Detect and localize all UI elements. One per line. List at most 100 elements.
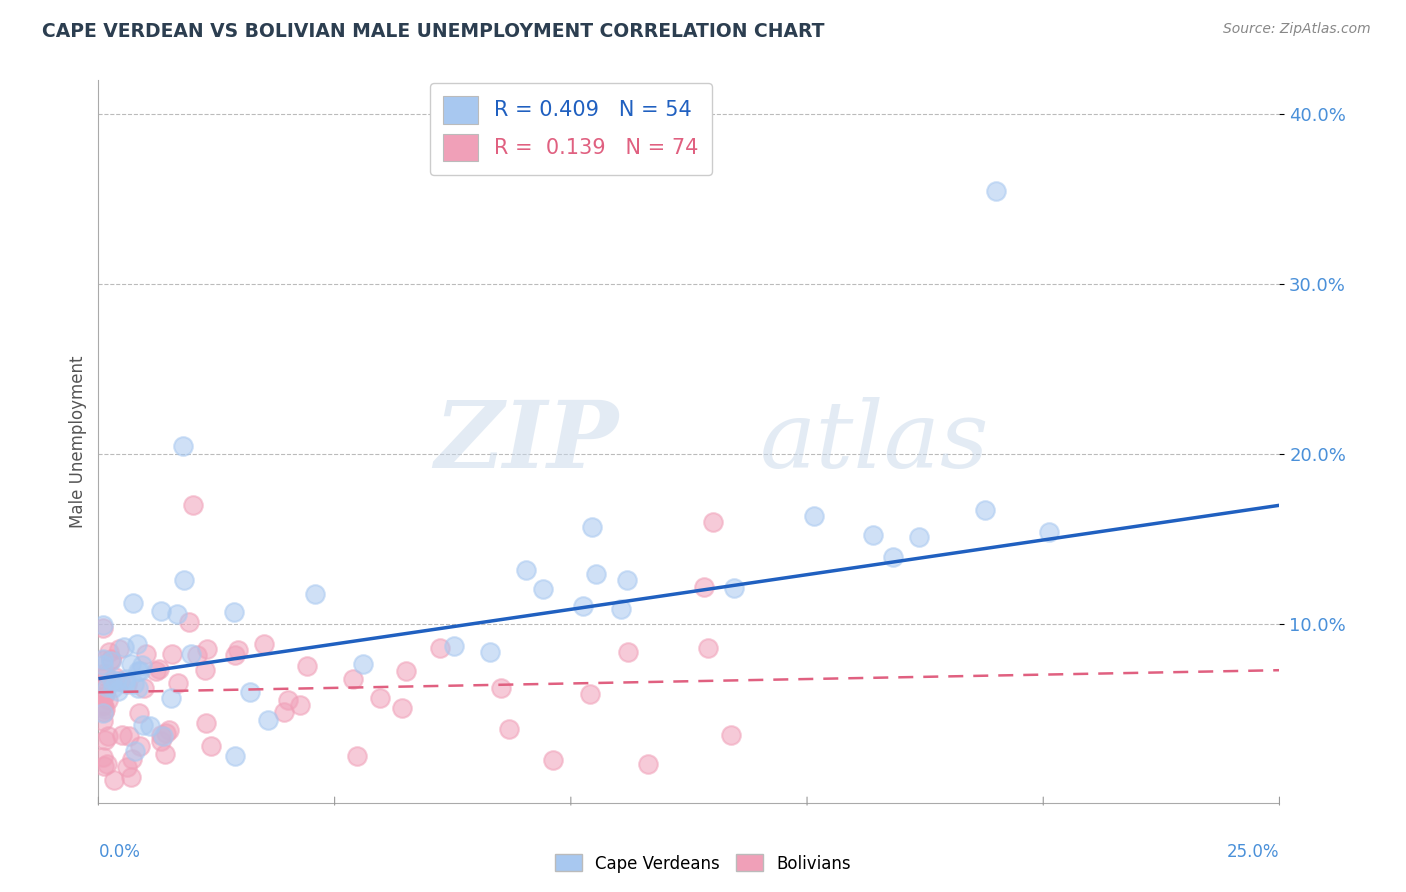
Point [368, 690, 391, 705]
Point [160, 690, 183, 705]
Point [91, 750, 114, 764]
Point [585, 566, 607, 581]
Text: 0.0%: 0.0% [98, 843, 141, 861]
Point [129, 664, 152, 678]
Point [115, 677, 138, 691]
Point [94, 669, 117, 683]
Point [120, 770, 142, 784]
Point [295, 659, 318, 673]
Point [108, 642, 131, 657]
Point [186, 648, 208, 662]
Point [531, 582, 554, 596]
Point [122, 677, 145, 691]
Point [172, 439, 194, 453]
Point [124, 744, 146, 758]
Point [94, 733, 117, 747]
Point [581, 520, 603, 534]
Point [276, 692, 298, 706]
Point [443, 640, 465, 654]
Point [226, 642, 249, 657]
Point [101, 673, 124, 687]
Point [579, 686, 602, 700]
Point [91, 653, 114, 667]
Point [135, 647, 157, 661]
Text: ZIP: ZIP [434, 397, 619, 486]
Point [100, 653, 122, 667]
Point [224, 605, 246, 619]
Point [103, 681, 125, 695]
Point [149, 728, 172, 742]
Point [224, 749, 246, 764]
Point [93, 706, 115, 720]
Point [93, 665, 115, 680]
Point [132, 718, 155, 732]
Point [862, 528, 884, 542]
Legend: R = 0.409   N = 54, R =  0.139   N = 74: R = 0.409 N = 54, R = 0.139 N = 74 [430, 83, 711, 175]
Point [128, 706, 150, 720]
Point [91, 698, 114, 712]
Point [115, 760, 138, 774]
Point [637, 756, 659, 771]
Point [97, 645, 120, 659]
Point [153, 747, 176, 761]
Point [91, 714, 114, 728]
Point [132, 681, 155, 695]
Point [121, 752, 143, 766]
Point [273, 705, 295, 719]
Point [93, 689, 115, 703]
Point [96, 681, 118, 695]
Point [100, 654, 122, 668]
Point [104, 670, 127, 684]
Point [498, 722, 520, 736]
Point [166, 607, 188, 622]
Point [395, 664, 418, 678]
Point [114, 676, 136, 690]
Point [139, 719, 162, 733]
Point [572, 599, 595, 613]
Point [117, 729, 139, 743]
Point [149, 733, 172, 747]
Point [180, 647, 202, 661]
Point [91, 699, 114, 714]
Point [288, 698, 311, 713]
Point [429, 640, 451, 655]
Point [110, 673, 132, 688]
Point [150, 604, 173, 618]
Point [96, 757, 118, 772]
Point [112, 640, 135, 655]
Point [224, 648, 246, 662]
Text: CAPE VERDEAN VS BOLIVIAN MALE UNEMPLOYMENT CORRELATION CHART: CAPE VERDEAN VS BOLIVIAN MALE UNEMPLOYME… [42, 22, 825, 41]
Point [100, 652, 122, 666]
Point [131, 658, 153, 673]
Point [145, 664, 167, 678]
Point [253, 637, 276, 651]
Point [105, 673, 128, 688]
Point [194, 663, 217, 677]
Point [702, 516, 724, 530]
Point [541, 753, 564, 767]
Point [882, 549, 904, 564]
Text: Source: ZipAtlas.com: Source: ZipAtlas.com [1223, 22, 1371, 37]
Point [107, 684, 129, 698]
Point [352, 657, 374, 671]
Point [93, 759, 115, 773]
Text: atlas: atlas [759, 397, 990, 486]
Point [125, 637, 148, 651]
Point [194, 715, 217, 730]
Point [120, 657, 142, 671]
Point [195, 642, 218, 657]
Point [155, 725, 177, 739]
Point [91, 706, 114, 720]
Point [391, 701, 413, 715]
Point [515, 563, 537, 577]
Y-axis label: Male Unemployment: Male Unemployment [69, 355, 87, 528]
Point [121, 596, 143, 610]
Point [160, 648, 183, 662]
Point [173, 573, 195, 587]
Point [616, 573, 638, 587]
Point [148, 661, 170, 675]
Point [152, 729, 174, 743]
Point [693, 580, 716, 594]
Point [110, 728, 132, 742]
Point [610, 602, 633, 616]
